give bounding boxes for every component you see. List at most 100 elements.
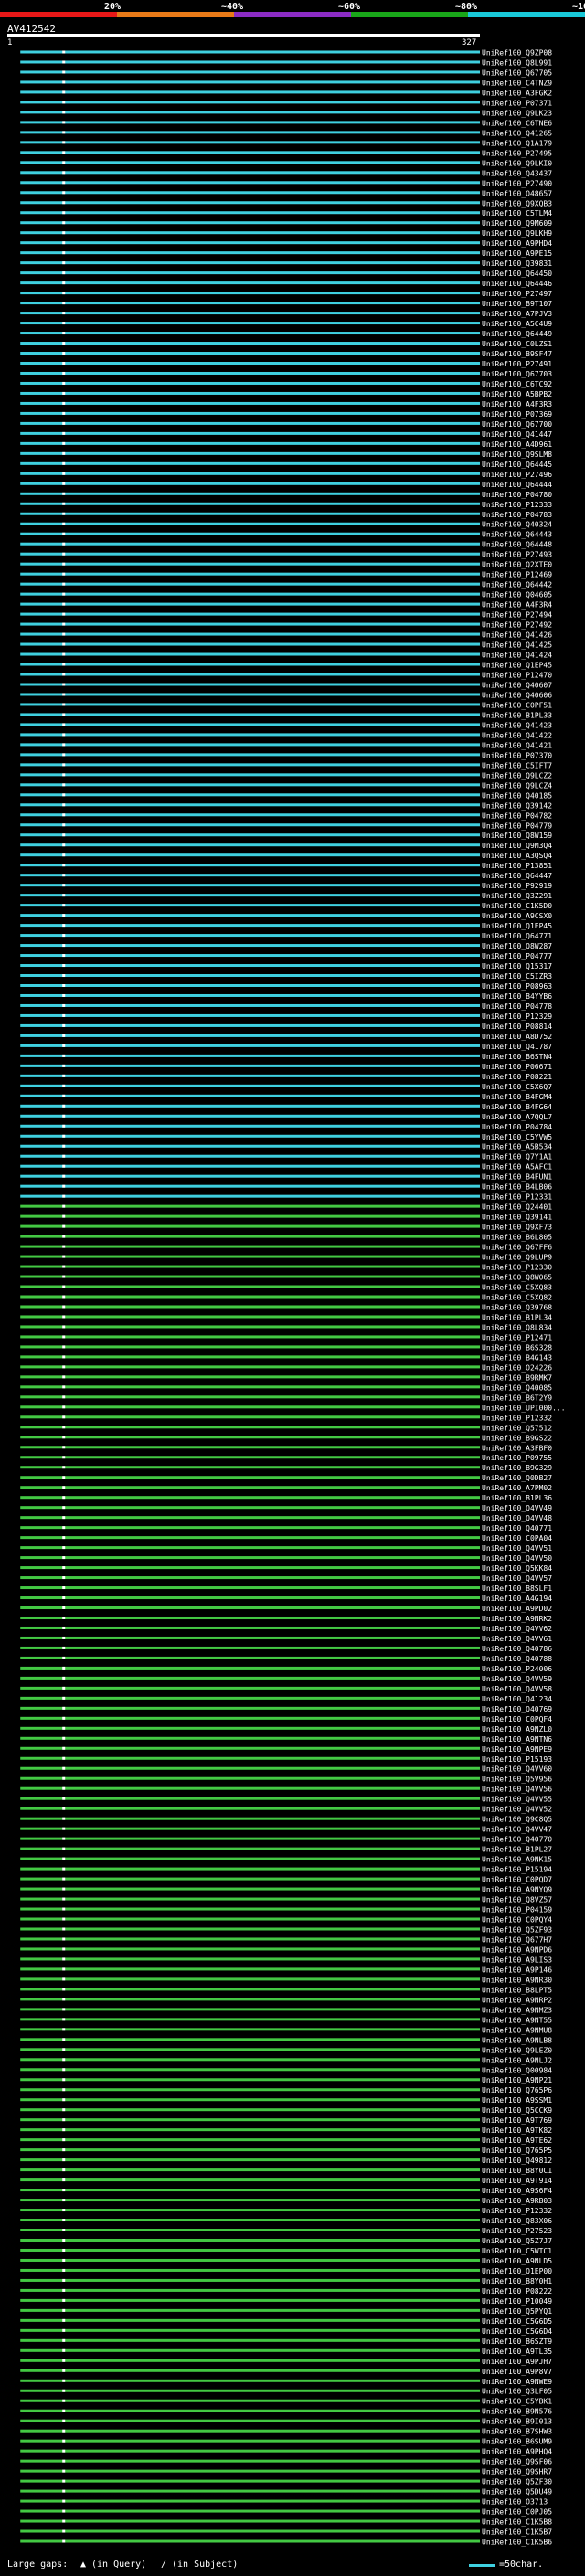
hit-bar	[20, 944, 480, 948]
hit-bar	[20, 1877, 480, 1881]
hit-bar	[20, 2469, 480, 2473]
hit-label: UniRef100_Q4VV58	[482, 1685, 552, 1693]
hit-bar	[20, 1104, 480, 1108]
gap-marker	[62, 642, 66, 646]
hit-label: UniRef100_Q3Z291	[482, 892, 552, 900]
hit-label: UniRef100_P92919	[482, 882, 552, 890]
hit-label: UniRef100_A9RB03	[482, 2197, 552, 2205]
hit-label: UniRef100_A9NLD5	[482, 2257, 552, 2265]
gap-marker	[62, 1686, 66, 1690]
hit-label: UniRef100_A9TK82	[482, 2126, 552, 2135]
gap-marker	[62, 1797, 66, 1800]
gap-marker	[62, 1415, 66, 1419]
gap-marker	[62, 1857, 66, 1860]
gap-marker	[62, 1736, 66, 1740]
gap-marker	[62, 292, 66, 295]
hit-bar	[20, 2318, 480, 2322]
gap-marker	[62, 743, 66, 747]
hit-label: UniRef100_A9TE62	[482, 2136, 552, 2145]
hit-label: UniRef100_Q39142	[482, 801, 552, 810]
hit-label: UniRef100_P04777	[482, 952, 552, 960]
hit-label: UniRef100_A9NPD6	[482, 1945, 552, 1954]
gap-marker	[62, 954, 66, 958]
hit-bar	[20, 111, 480, 114]
gap-marker	[62, 1305, 66, 1309]
hit-bar	[20, 2128, 480, 2132]
hit-label: UniRef100_Q24401	[482, 1203, 552, 1212]
gap-marker	[62, 1947, 66, 1951]
hit-label: UniRef100_P04782	[482, 811, 552, 820]
hit-label: UniRef100_P12471	[482, 1333, 552, 1341]
hit-label: UniRef100_Q2XTE0	[482, 561, 552, 569]
hit-label: UniRef100_C0PJ05	[482, 2508, 552, 2517]
hit-bar	[20, 231, 480, 235]
hit-label: UniRef100_A4D961	[482, 440, 552, 449]
gap-marker	[62, 1786, 66, 1790]
gap-marker	[62, 944, 66, 948]
hit-bar	[20, 441, 480, 445]
hit-bar	[20, 974, 480, 978]
gap-marker	[62, 231, 66, 235]
hit-bar	[20, 171, 480, 175]
hit-label: UniRef100_Q43437	[482, 169, 552, 177]
hit-bar	[20, 2178, 480, 2182]
gap-marker	[62, 2158, 66, 2162]
hit-bar	[20, 1606, 480, 1610]
hit-bar	[20, 532, 480, 535]
gap-marker	[62, 683, 66, 686]
hit-label: UniRef100_C5G6D5	[482, 2317, 552, 2326]
gap-marker	[62, 1957, 66, 1961]
hit-bar	[20, 592, 480, 596]
hit-bar	[20, 1305, 480, 1309]
hit-label: UniRef100_P12470	[482, 671, 552, 679]
hit-label: UniRef100_Q64444	[482, 481, 552, 489]
hit-bar	[20, 1184, 480, 1188]
scale-segment	[234, 12, 351, 17]
gap-marker	[62, 522, 66, 525]
hit-bar	[20, 1124, 480, 1128]
hit-bar	[20, 2479, 480, 2483]
hit-label: UniRef100_P12330	[482, 1264, 552, 1272]
gap-marker	[62, 1456, 66, 1459]
gap-marker	[62, 1144, 66, 1148]
hit-bar	[20, 2328, 480, 2332]
hit-bar	[20, 361, 480, 365]
hit-bar	[20, 2058, 480, 2062]
hit-label: UniRef100_P08221	[482, 1073, 552, 1081]
gap-marker	[62, 1325, 66, 1329]
hit-label: UniRef100_A9S6F4	[482, 2187, 552, 2195]
hit-label: UniRef100_Q40085	[482, 1383, 552, 1392]
gap-marker	[62, 924, 66, 928]
hit-bar	[20, 1405, 480, 1409]
hit-bar	[20, 1426, 480, 1429]
gap-marker	[62, 1265, 66, 1268]
hit-bar	[20, 1746, 480, 1750]
hit-bar	[20, 281, 480, 285]
hit-bar	[20, 1927, 480, 1931]
hit-bar	[20, 2138, 480, 2142]
gap-marker	[62, 2469, 66, 2473]
hit-label: UniRef100_C5YBK1	[482, 2398, 552, 2406]
hit-bar	[20, 2189, 480, 2192]
gap-marker	[62, 1044, 66, 1047]
gap-marker	[62, 2379, 66, 2382]
hit-bar	[20, 1164, 480, 1168]
legend-in-subject: (in Subject)	[172, 2560, 239, 2570]
hit-label: UniRef100_A5B534	[482, 1143, 552, 1151]
hit-label: UniRef100_C5X6Q7	[482, 1083, 552, 1091]
hit-label: UniRef100_Q4VV51	[482, 1544, 552, 1553]
gap-marker	[62, 1817, 66, 1820]
hit-label: UniRef100_A9PJH7	[482, 2358, 552, 2366]
hit-label: UniRef100_C5TLM4	[482, 209, 552, 217]
hit-label: UniRef100_B1PL36	[482, 1494, 552, 1502]
hit-bar	[20, 894, 480, 897]
gap-marker	[62, 1385, 66, 1389]
gap-marker	[62, 2338, 66, 2342]
gap-marker	[62, 803, 66, 807]
gap-marker	[62, 1536, 66, 1540]
hit-bar	[20, 2359, 480, 2362]
hit-label: UniRef100_A9NLJ2	[482, 2056, 552, 2064]
hit-label: UniRef100_Q1A179	[482, 139, 552, 147]
gap-marker	[62, 302, 66, 305]
hit-bar	[20, 1897, 480, 1901]
